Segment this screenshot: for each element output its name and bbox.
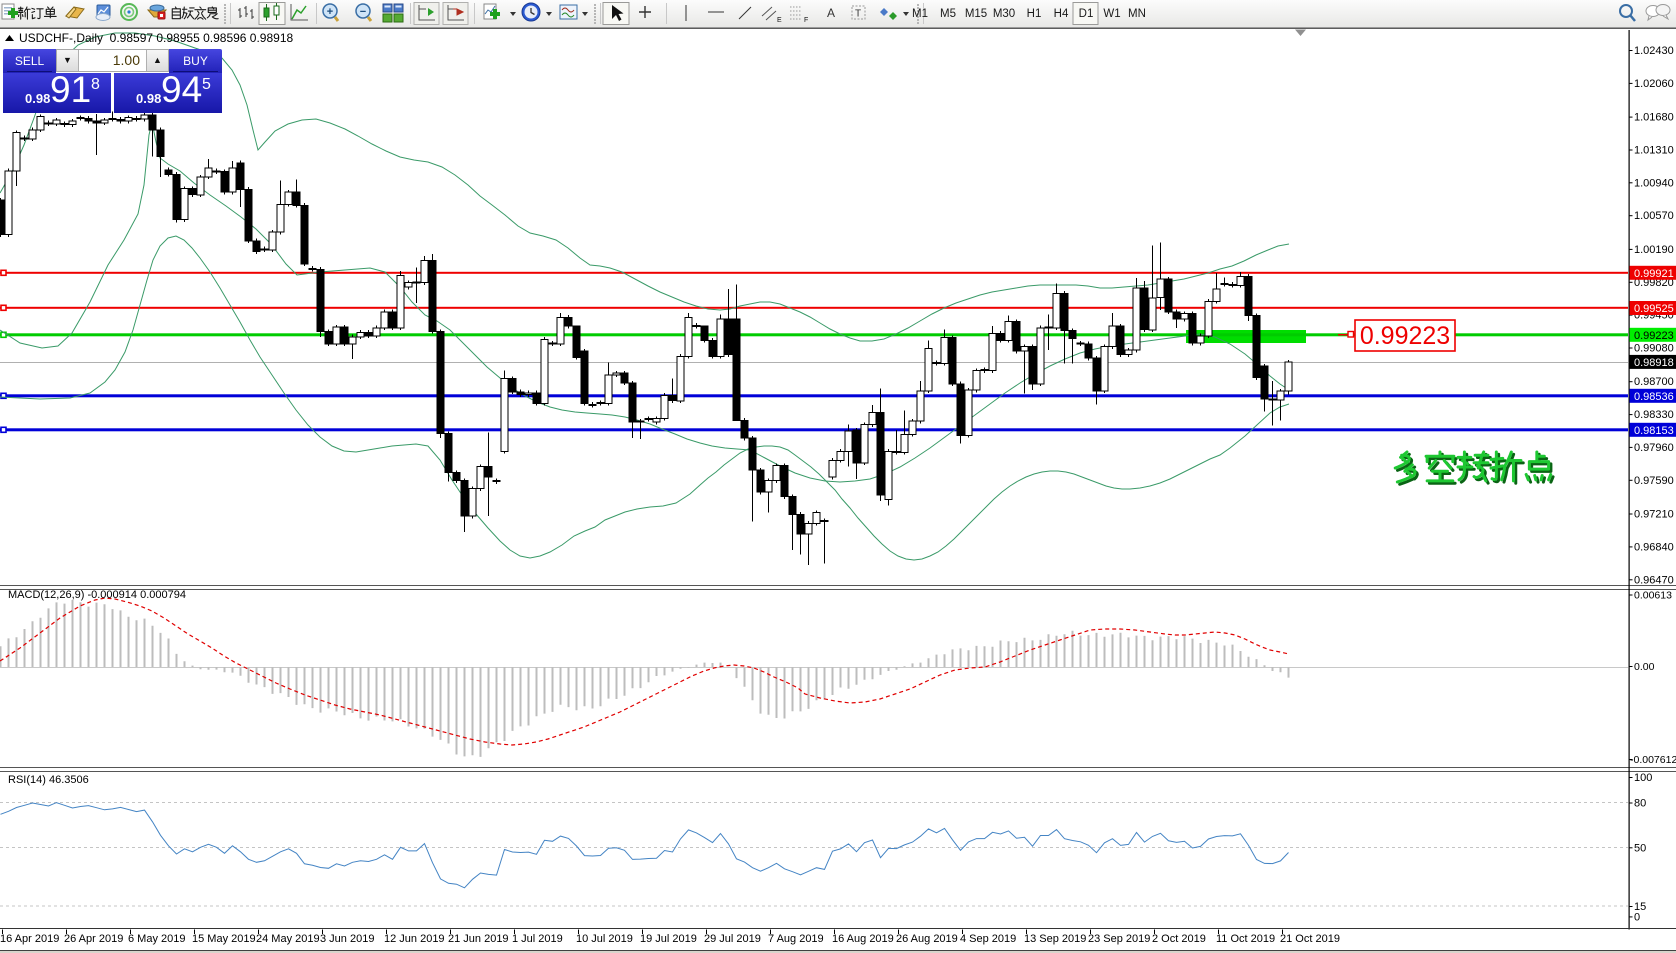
svg-text:0.98153: 0.98153 — [1634, 425, 1674, 437]
svg-text:0: 0 — [1634, 911, 1640, 923]
svg-text:2 Oct 2019: 2 Oct 2019 — [1152, 933, 1206, 945]
svg-text:T: T — [855, 9, 861, 20]
svg-text:7 Aug 2019: 7 Aug 2019 — [768, 933, 824, 945]
svg-text:23 Sep 2019: 23 Sep 2019 — [1088, 933, 1150, 945]
svg-text:26 Apr 2019: 26 Apr 2019 — [64, 933, 123, 945]
svg-text:16 Apr 2019: 16 Apr 2019 — [0, 933, 59, 945]
svg-text:21 Jun 2019: 21 Jun 2019 — [448, 933, 509, 945]
svg-text:1.01680: 1.01680 — [1634, 112, 1674, 124]
svg-text:MACD(12,26,9) -0.000914 0.0007: MACD(12,26,9) -0.000914 0.000794 — [8, 589, 186, 601]
svg-text:13 Sep 2019: 13 Sep 2019 — [1024, 933, 1086, 945]
svg-text:E: E — [777, 17, 782, 24]
svg-text:3 Jun 2019: 3 Jun 2019 — [320, 933, 374, 945]
svg-text:1.01310: 1.01310 — [1634, 145, 1674, 157]
svg-text:1.00570: 1.00570 — [1634, 210, 1674, 222]
svg-text:M15: M15 — [965, 8, 987, 20]
svg-text:RSI(14) 46.3506: RSI(14) 46.3506 — [8, 774, 89, 786]
svg-text:0.98330: 0.98330 — [1634, 409, 1674, 421]
svg-text:+: + — [327, 6, 333, 18]
svg-text:15: 15 — [1634, 901, 1646, 913]
svg-text:0.99223: 0.99223 — [1360, 322, 1450, 350]
svg-text:0.97210: 0.97210 — [1634, 509, 1674, 521]
svg-text:21 Oct 2019: 21 Oct 2019 — [1280, 933, 1340, 945]
svg-text:0.00: 0.00 — [1634, 661, 1655, 673]
svg-text:M5: M5 — [940, 8, 956, 20]
svg-text:26 Aug 2019: 26 Aug 2019 — [896, 933, 958, 945]
svg-text:W1: W1 — [1103, 8, 1120, 20]
svg-text:12 Jun 2019: 12 Jun 2019 — [384, 933, 445, 945]
svg-text:24 May 2019: 24 May 2019 — [256, 933, 320, 945]
svg-text:0.99080: 0.99080 — [1634, 343, 1674, 355]
svg-text:1.02060: 1.02060 — [1634, 78, 1674, 90]
svg-text:16 Aug 2019: 16 Aug 2019 — [832, 933, 894, 945]
svg-text:1 Jul 2019: 1 Jul 2019 — [512, 933, 563, 945]
svg-text:−: − — [360, 6, 366, 18]
svg-text:11 Oct 2019: 11 Oct 2019 — [1216, 933, 1275, 945]
svg-text:0.99525: 0.99525 — [1634, 303, 1674, 315]
svg-text:0.97590: 0.97590 — [1634, 475, 1674, 487]
svg-text:0.98918: 0.98918 — [1634, 357, 1674, 369]
svg-text:0.98700: 0.98700 — [1634, 376, 1674, 388]
svg-text:H4: H4 — [1054, 8, 1069, 20]
svg-text:0.96470: 0.96470 — [1634, 574, 1674, 586]
svg-text:15 May 2019: 15 May 2019 — [192, 933, 256, 945]
svg-text:80: 80 — [1634, 798, 1646, 810]
svg-text:0.99223: 0.99223 — [1634, 330, 1674, 342]
svg-text:1.00190: 1.00190 — [1634, 244, 1674, 256]
svg-text:0.98536: 0.98536 — [1634, 391, 1674, 403]
svg-text:0.97960: 0.97960 — [1634, 442, 1674, 454]
svg-text:4 Sep 2019: 4 Sep 2019 — [960, 933, 1016, 945]
svg-text:M1: M1 — [912, 8, 928, 20]
svg-text:50: 50 — [1634, 842, 1646, 854]
svg-text:MN: MN — [1128, 8, 1146, 20]
svg-text:-0.007612: -0.007612 — [1630, 754, 1676, 766]
svg-text:0.99921: 0.99921 — [1634, 268, 1674, 280]
svg-text:100: 100 — [1634, 772, 1652, 784]
svg-text:0.00613: 0.00613 — [1634, 590, 1672, 602]
svg-text:D1: D1 — [1079, 8, 1094, 20]
svg-text:1.02430: 1.02430 — [1634, 45, 1674, 57]
svg-text:0.96840: 0.96840 — [1634, 541, 1674, 553]
svg-text:29 Jul 2019: 29 Jul 2019 — [704, 933, 761, 945]
svg-text:10 Jul 2019: 10 Jul 2019 — [576, 933, 633, 945]
svg-text:6 May 2019: 6 May 2019 — [128, 933, 185, 945]
svg-text:H1: H1 — [1027, 8, 1042, 20]
svg-text:M30: M30 — [993, 8, 1015, 20]
svg-text:A: A — [827, 6, 835, 20]
svg-text:19 Jul 2019: 19 Jul 2019 — [640, 933, 697, 945]
svg-text:1.00940: 1.00940 — [1634, 177, 1674, 189]
svg-text:USDCHF-,Daily 0.98597 0.98955: USDCHF-,Daily 0.98597 0.98955 0.98596 0.… — [19, 31, 294, 45]
svg-text:F: F — [804, 17, 808, 24]
